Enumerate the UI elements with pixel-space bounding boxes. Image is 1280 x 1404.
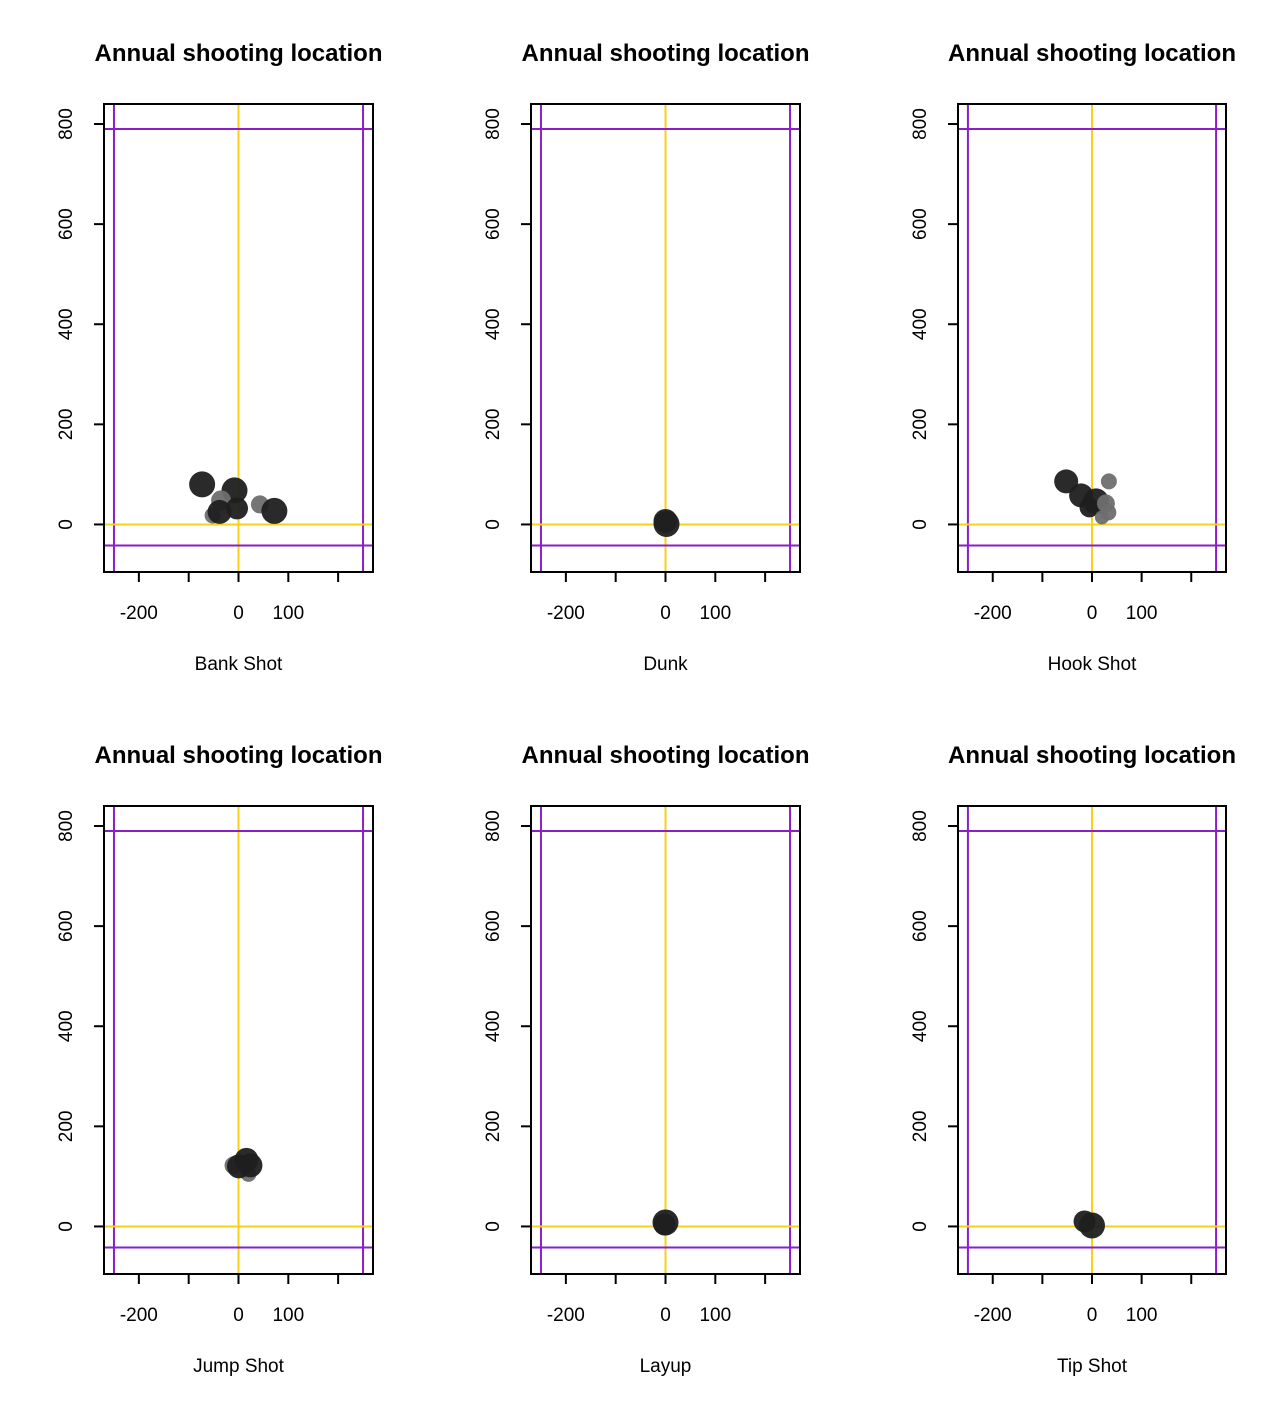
y-tick-label: 0 [483, 1221, 504, 1232]
x-tick-label: 100 [699, 603, 731, 624]
x-tick-label: -200 [547, 1305, 585, 1326]
plot-area [104, 806, 373, 1274]
y-tick-label: 800 [910, 108, 931, 140]
chart-panel-2: -200 0 100 0 200 400 600 800 Annual shooting loc… [483, 40, 809, 675]
y-tick-label: 0 [483, 519, 504, 530]
data-point [653, 1213, 676, 1236]
data-point [653, 510, 680, 537]
plot-area [958, 806, 1226, 1274]
y-tick-label: 200 [910, 408, 931, 440]
y-tick-label: 600 [910, 208, 931, 240]
y-tick-label: 800 [483, 108, 504, 140]
y-tick-label: 200 [56, 408, 77, 440]
y-tick-label: 200 [483, 408, 504, 440]
x-tick-label: 0 [660, 1305, 671, 1326]
chart-title: Annual shooting location [95, 40, 383, 67]
y-tick-label: 400 [56, 308, 77, 340]
data-point [207, 499, 232, 524]
y-tick-label: 600 [483, 208, 504, 240]
x-tick-label: 0 [660, 603, 671, 624]
y-tick-label: 800 [56, 108, 77, 140]
data-point [226, 497, 249, 520]
x-axis-label: Jump Shot [193, 1356, 285, 1377]
plot-area [531, 104, 800, 572]
x-tick-label: 100 [272, 1305, 304, 1326]
chart-title: Annual shooting location [95, 742, 383, 769]
data-point [1094, 510, 1109, 525]
chart-panel-5: -200 0 100 0 200 400 600 800 Annual shooting loc… [483, 742, 809, 1377]
y-tick-label: 200 [910, 1110, 931, 1142]
y-tick-label: 600 [56, 208, 77, 240]
chart-panel-4: -200 0 100 0 200 400 600 800 Annual shooting loc… [56, 742, 382, 1377]
x-axis-label: Tip Shot [1057, 1356, 1128, 1377]
y-tick-label: 400 [483, 1010, 504, 1042]
x-tick-label: -200 [974, 1305, 1012, 1326]
y-tick-label: 600 [483, 910, 504, 942]
y-tick-label: 400 [910, 308, 931, 340]
data-point [1100, 473, 1117, 490]
y-tick-label: 400 [910, 1010, 931, 1042]
y-tick-label: 200 [56, 1110, 77, 1142]
x-axis-label: Hook Shot [1048, 654, 1137, 675]
chart-panel-6: -200 0 100 0 200 400 600 800 Annual shooting loc… [910, 742, 1236, 1377]
x-tick-label: -200 [120, 603, 158, 624]
data-point [1079, 1212, 1105, 1239]
x-tick-label: -200 [974, 603, 1012, 624]
chart-panel-1: -200 0 100 0 200 400 600 800 Annual shooting loc… [56, 40, 382, 675]
x-tick-label: 100 [1126, 603, 1158, 624]
data-point [261, 497, 288, 524]
x-tick-label: 0 [1087, 1305, 1098, 1326]
x-axis-label: Dunk [643, 654, 688, 675]
plot-area [531, 806, 800, 1274]
x-axis-label: Layup [640, 1356, 692, 1377]
data-point [238, 1153, 263, 1178]
y-tick-label: 800 [56, 810, 77, 842]
x-tick-label: -200 [120, 1305, 158, 1326]
y-tick-label: 200 [483, 1110, 504, 1142]
x-tick-label: 0 [233, 603, 244, 624]
chart-title: Annual shooting location [522, 40, 810, 67]
y-tick-label: 0 [56, 1221, 77, 1232]
x-axis-label: Bank Shot [195, 654, 283, 675]
chart-title: Annual shooting location [522, 742, 810, 769]
chart-panel-3: -200 0 100 0 200 400 600 800 Annual shooting loc… [910, 40, 1236, 675]
data-point [1079, 497, 1100, 518]
y-tick-label: 0 [56, 519, 77, 530]
chart-title: Annual shooting location [948, 40, 1236, 67]
x-tick-label: 100 [699, 1305, 731, 1326]
y-tick-label: 0 [910, 519, 931, 530]
chart-title: Annual shooting location [948, 742, 1236, 769]
x-tick-label: 0 [1087, 603, 1098, 624]
plot-area [958, 104, 1226, 572]
y-tick-label: 400 [56, 1010, 77, 1042]
y-tick-label: 600 [56, 910, 77, 942]
x-tick-label: 100 [272, 603, 304, 624]
y-tick-label: 0 [910, 1221, 931, 1232]
x-tick-label: 100 [1126, 1305, 1158, 1326]
y-tick-label: 600 [910, 910, 931, 942]
y-tick-label: 400 [483, 308, 504, 340]
data-point [189, 471, 216, 498]
plot-area [104, 104, 373, 572]
x-tick-label: 0 [233, 1305, 244, 1326]
x-tick-label: -200 [547, 603, 585, 624]
y-tick-label: 800 [483, 810, 504, 842]
y-tick-label: 800 [910, 810, 931, 842]
